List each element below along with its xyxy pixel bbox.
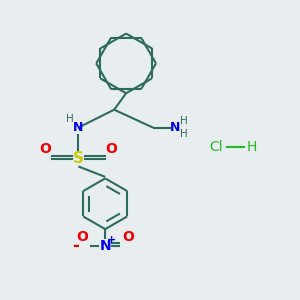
- Text: N: N: [170, 121, 181, 134]
- Text: O: O: [40, 142, 51, 156]
- Text: O: O: [76, 230, 88, 244]
- Text: O: O: [122, 230, 134, 244]
- Text: H: H: [180, 129, 188, 139]
- Text: H: H: [246, 140, 257, 154]
- Text: +: +: [107, 235, 116, 245]
- Text: H: H: [180, 116, 188, 126]
- Text: Cl: Cl: [209, 140, 223, 154]
- Text: N: N: [99, 238, 111, 253]
- Text: -: -: [72, 237, 79, 255]
- Text: H: H: [66, 114, 74, 124]
- Text: S: S: [73, 152, 84, 166]
- Text: N: N: [73, 121, 83, 134]
- Text: O: O: [105, 142, 117, 156]
